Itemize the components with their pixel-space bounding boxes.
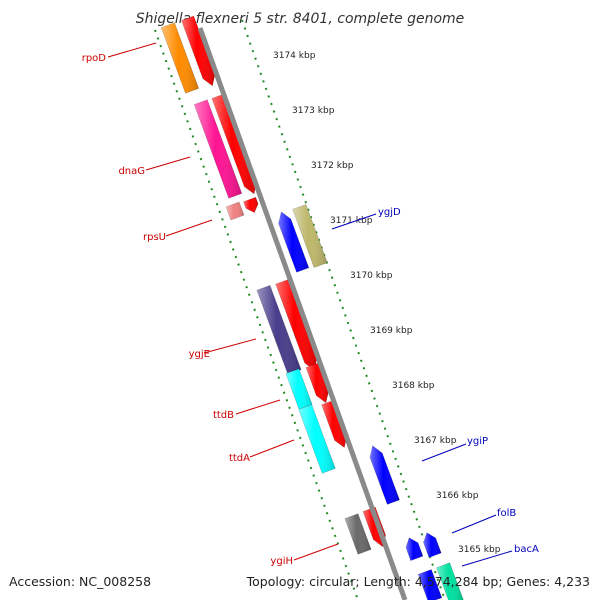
leader-line-ttda — [249, 439, 295, 458]
leader-line-ygip — [421, 443, 467, 462]
genome-summary-text: Topology: circular; Length: 4,574,284 bp… — [246, 574, 590, 589]
scale-ticks: 3174 kbp 3173 kbp 3172 kbp 3171 kbp 3170 kbp… — [273, 51, 501, 555]
cds-arrow-ygjD — [278, 211, 310, 273]
scale-tick-label-3172-kbp: 3172 kbp — [311, 161, 354, 171]
cds-arrow-folB — [405, 537, 424, 561]
cds-features — [160, 15, 464, 600]
leader-line-folb — [451, 514, 497, 534]
scale-tick-label-3174-kbp: 3174 kbp — [273, 51, 316, 61]
scale-tick-label-3173-kbp: 3173 kbp — [292, 106, 335, 116]
leader-line-rpod — [107, 42, 157, 58]
outer-tick-ring — [241, 19, 446, 600]
gene-box-ttdA — [298, 404, 336, 474]
leader-line-ygje — [203, 338, 257, 354]
gene-box-rpsU — [225, 201, 245, 221]
genome-title: Shigella flexneri 5 str. 8401, complete … — [136, 11, 465, 27]
scale-tick-label-3171-kbp: 3171 kbp — [330, 216, 373, 226]
gene-label-folb: folB — [497, 508, 516, 519]
gene-label-ygip: ygiP — [467, 436, 488, 447]
scale-tick-label-3166-kbp: 3166 kbp — [436, 491, 479, 501]
gene-label-baca: bacA — [514, 544, 539, 555]
leader-line-rpsu — [165, 219, 213, 237]
gene-label-ygih: ygiH — [270, 556, 293, 567]
gene-box-rpoD — [160, 22, 200, 94]
leader-line-baca — [461, 550, 513, 567]
cds-arrow-bacA-lower — [417, 569, 443, 600]
leader-line-ttdb — [235, 399, 281, 415]
gene-box-ygjE — [256, 285, 302, 375]
gene-labels: rpoD dnaG rpsU ygjE ttdB ttdA ygiH ygjD ygiP folB… — [82, 42, 539, 567]
scale-tick-label-3170-kbp: 3170 kbp — [350, 271, 393, 281]
gene-label-ygje: ygjE — [189, 349, 210, 360]
gene-label-rpod: rpoD — [82, 53, 107, 64]
leader-line-ygih — [293, 543, 339, 561]
gene-box-ygiH — [344, 513, 372, 555]
gene-box-bacA — [436, 562, 464, 600]
leader-line-dnag — [145, 156, 191, 171]
leader-line-ygjd — [331, 213, 377, 230]
scale-tick-label-3165-kbp: 3165 kbp — [458, 545, 501, 555]
gene-label-ttdb: ttdB — [213, 410, 234, 421]
cds-arrow-bacA — [423, 532, 442, 558]
gene-label-ttda: ttdA — [229, 453, 250, 464]
genome-backbone — [197, 27, 408, 600]
gene-label-ygjd: ygjD — [378, 207, 401, 218]
cds-arrow-rpoD — [181, 15, 216, 87]
inner-tick-ring — [154, 29, 359, 600]
gene-label-rpsu: rpsU — [143, 232, 166, 243]
scale-tick-label-3168-kbp: 3168 kbp — [392, 381, 435, 391]
cds-arrow-ttdB — [305, 362, 329, 404]
cds-arrow-ygiP — [369, 445, 400, 505]
gene-label-dnag: dnaG — [118, 166, 145, 177]
scale-tick-label-3167-kbp: 3167 kbp — [414, 436, 457, 446]
gene-box-ttdB — [285, 368, 313, 410]
gene-box-dnaG — [193, 99, 243, 199]
accession-text: Accession: NC_008258 — [9, 574, 151, 589]
scale-tick-label-3169-kbp: 3169 kbp — [370, 326, 413, 336]
gene-box-ygjD — [292, 204, 328, 268]
cds-arrow-rpsU — [243, 196, 259, 214]
